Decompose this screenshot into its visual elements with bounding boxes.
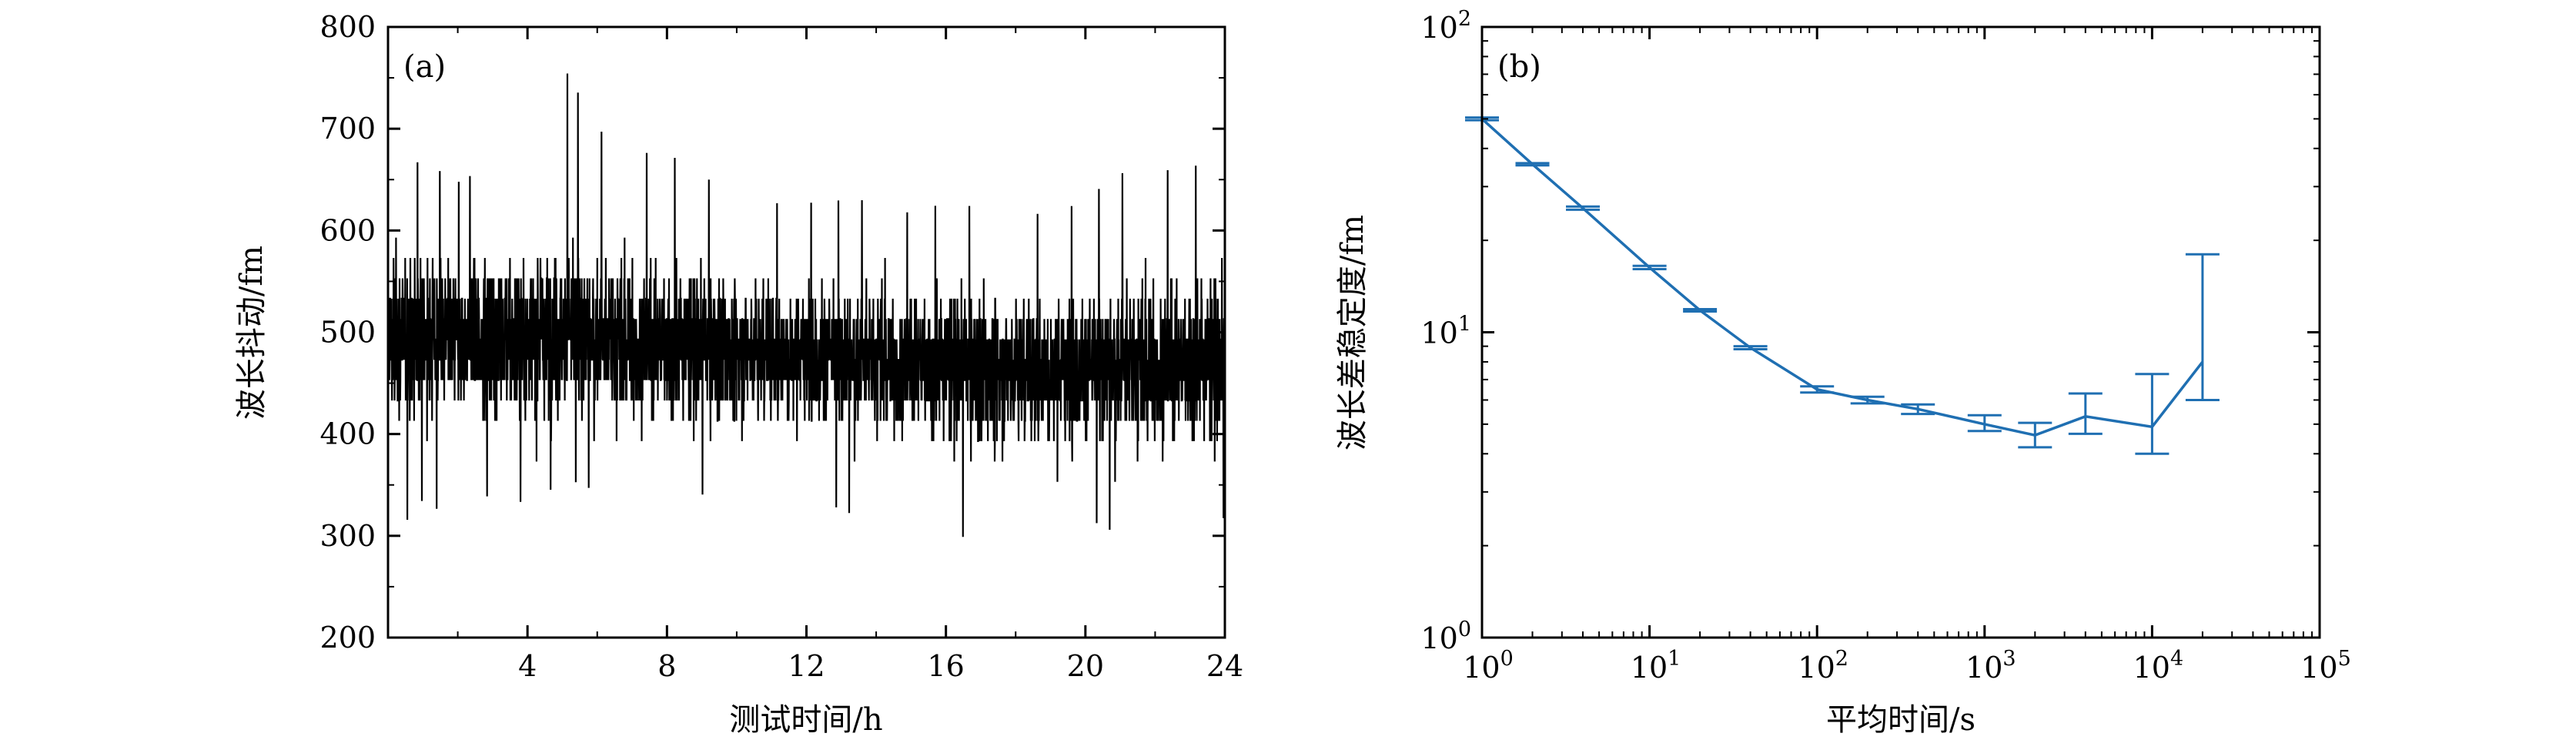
panel-a-x-tick-label: 16: [927, 649, 964, 683]
panel-a-y-tick-label: 600: [319, 213, 376, 247]
panel-b-y-tick-label: 100: [1420, 618, 1471, 655]
panel-a-x-axis-title: 测试时间/h: [729, 702, 882, 738]
panel-b-y-tick-label: 102: [1420, 7, 1471, 45]
panel-b-x-tick-label: 100: [1463, 647, 1514, 685]
panel-b-label: (b): [1497, 49, 1541, 85]
panel-a-series: [387, 73, 1226, 537]
panel-b-ticks: 100 101 102 103 104 105 100 101 102: [1420, 7, 2350, 685]
panel-a-wavelength-jitter: 200 300 400 500 600 700 800 4 8 12 16 20 24 (a) 测试时间…: [234, 10, 1243, 738]
panel-a-y-tick-label: 400: [319, 417, 376, 451]
panel-a-y-tick-label: 300: [319, 519, 376, 553]
panel-a-x-tick-label: 12: [788, 649, 825, 683]
panel-a-x-tick-label: 20: [1067, 649, 1104, 683]
panel-a-y-axis-title: 波长抖动/fm: [234, 246, 269, 420]
panel-b-x-tick-label: 102: [1798, 647, 1848, 685]
panel-b-plot-frame: [1480, 25, 2321, 639]
panel-b-stability-line: [1480, 118, 2204, 437]
panel-a-ticks: 200 300 400 500 600 700 800 4 8 12 16 20 24: [319, 10, 1243, 683]
panel-a-y-tick-label: 800: [319, 10, 376, 44]
panel-a-y-tick-label: 700: [319, 112, 376, 146]
panel-a-x-tick-label: 4: [518, 649, 537, 683]
panel-a-jitter-line: [387, 73, 1226, 537]
panel-b-x-tick-label: 101: [1631, 647, 1681, 685]
panel-b-x-axis-title: 平均时间/s: [1826, 702, 1975, 738]
panel-a-y-tick-label: 200: [319, 621, 376, 655]
panel-b-x-tick-label: 104: [2133, 647, 2184, 685]
panel-a-label: (a): [403, 49, 446, 85]
panel-a-x-tick-label: 24: [1206, 649, 1243, 683]
panel-b-x-tick-label: 105: [2300, 647, 2351, 685]
panel-b-wavelength-stability: 100 101 102 103 104 105 100 101 102 (b) 平均时间/s 波…: [1335, 7, 2351, 738]
panel-a-y-tick-label: 500: [319, 316, 376, 350]
panel-b-y-axis-title: 波长差稳定度/fm: [1335, 215, 1370, 450]
panel-b-y-tick-label: 101: [1420, 313, 1471, 350]
panel-b-x-tick-label: 103: [1965, 647, 2016, 685]
panel-b-series: [1465, 116, 2220, 455]
panel-a-x-tick-label: 8: [657, 649, 676, 683]
